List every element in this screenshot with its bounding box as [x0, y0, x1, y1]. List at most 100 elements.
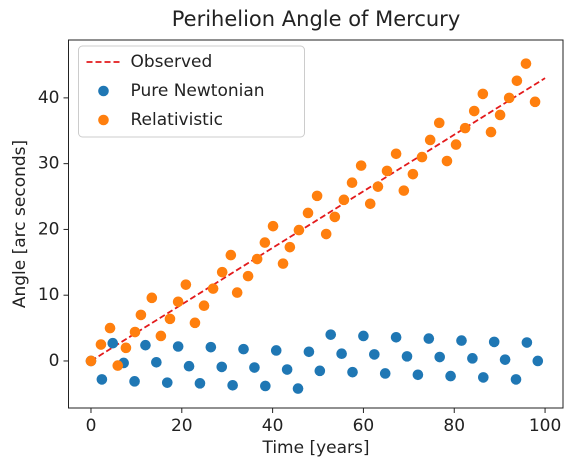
- point: [521, 337, 533, 348]
- point: [441, 155, 453, 167]
- point: [293, 224, 305, 236]
- y-axis-label: Angle [arc seconds]: [10, 140, 30, 308]
- y-tick-label: 20: [38, 219, 60, 239]
- point: [161, 377, 173, 388]
- point: [336, 348, 347, 360]
- point: [320, 228, 332, 240]
- point: [146, 292, 158, 304]
- point: [205, 341, 217, 353]
- point: [379, 368, 391, 379]
- point: [456, 335, 467, 346]
- point: [369, 349, 380, 360]
- point: [485, 126, 497, 138]
- point: [281, 364, 293, 375]
- point: [194, 378, 206, 389]
- legend-marker: [98, 85, 109, 97]
- point: [151, 356, 162, 368]
- point: [416, 151, 428, 163]
- point: [459, 122, 471, 134]
- point: [104, 322, 116, 334]
- point: [231, 287, 243, 298]
- point: [303, 346, 315, 358]
- point: [390, 331, 402, 343]
- point: [499, 354, 511, 365]
- point: [112, 360, 124, 371]
- point: [390, 148, 402, 160]
- point: [445, 370, 456, 382]
- point: [511, 75, 523, 87]
- point: [284, 241, 296, 253]
- point: [434, 351, 446, 363]
- point: [467, 353, 478, 364]
- legend-label: Pure Newtonian: [131, 81, 265, 101]
- x-tick-label: 60: [353, 416, 375, 436]
- point: [270, 345, 282, 356]
- point: [216, 361, 228, 373]
- point: [277, 258, 289, 269]
- point: [172, 296, 184, 308]
- point: [129, 326, 141, 338]
- point: [140, 339, 151, 351]
- point: [407, 168, 419, 180]
- point: [401, 351, 413, 362]
- point: [180, 279, 192, 290]
- point: [85, 355, 97, 367]
- x-axis-label: Time [years]: [261, 438, 369, 458]
- point: [372, 181, 384, 192]
- point: [325, 329, 337, 340]
- point: [302, 207, 314, 219]
- legend-label: Relativistic: [131, 110, 223, 130]
- point: [207, 283, 219, 294]
- point: [95, 339, 107, 350]
- point: [338, 194, 350, 206]
- point: [520, 58, 532, 69]
- y-tick-label: 10: [38, 285, 60, 305]
- point: [381, 165, 393, 177]
- point: [503, 92, 515, 104]
- x-tick-label: 80: [443, 416, 465, 436]
- x-tick-label: 40: [262, 416, 284, 436]
- point: [242, 270, 254, 282]
- legend-marker: [98, 114, 109, 126]
- point: [329, 211, 341, 223]
- point: [311, 190, 323, 202]
- x-tick-label: 20: [171, 416, 193, 436]
- point: [488, 336, 500, 348]
- legend-label: Observed: [131, 52, 213, 72]
- point: [107, 337, 119, 349]
- point: [424, 134, 436, 146]
- point: [398, 185, 410, 196]
- point: [358, 330, 369, 342]
- point: [494, 109, 506, 121]
- point: [292, 383, 304, 394]
- point: [216, 266, 228, 278]
- point: [532, 355, 544, 367]
- point: [225, 249, 237, 261]
- y-tick-label: 30: [38, 154, 60, 174]
- point: [96, 374, 108, 385]
- plot-frame: [68, 39, 564, 409]
- x-tick-label: 0: [86, 416, 97, 436]
- point: [314, 365, 326, 377]
- point: [227, 380, 238, 391]
- point: [135, 309, 147, 321]
- point: [249, 362, 260, 373]
- y-tick-label: 0: [49, 351, 60, 371]
- point: [510, 374, 522, 385]
- point: [198, 300, 210, 312]
- point: [450, 139, 462, 150]
- point: [155, 330, 167, 342]
- point: [529, 96, 541, 108]
- chart-title: Perihelion Angle of Mercury: [172, 7, 461, 31]
- point: [355, 160, 367, 171]
- point: [412, 369, 424, 381]
- point: [468, 105, 480, 117]
- point: [260, 380, 271, 392]
- point: [433, 117, 445, 129]
- x-tick-label: 100: [529, 416, 561, 436]
- point: [477, 88, 489, 100]
- legend-box: [78, 45, 305, 138]
- point: [129, 376, 140, 387]
- point: [189, 317, 201, 329]
